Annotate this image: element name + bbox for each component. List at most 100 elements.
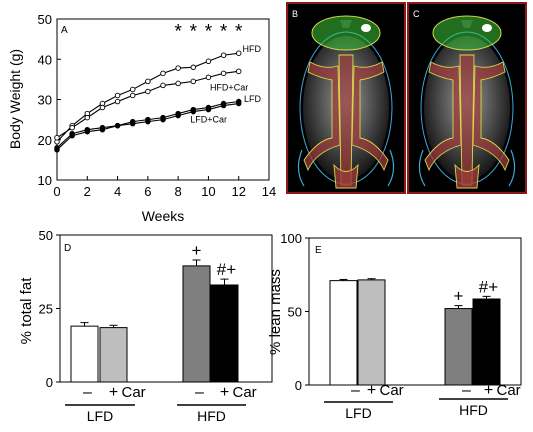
data-point [190,78,197,85]
significance-marker: * [220,22,228,43]
bar [329,280,358,386]
bar [444,308,473,386]
bar [70,325,99,383]
leg-outline [297,149,395,187]
treatment-sign: – [83,384,92,401]
significance-marker: * [174,22,182,43]
x-tick-label: 10 [201,184,215,199]
data-point [160,70,166,77]
panel-a-label: A [61,25,68,36]
data-point [205,74,212,81]
panel-c-label: C [413,9,420,19]
y-tick-label: 0 [295,378,302,393]
head-roi [432,15,502,51]
data-point [145,78,151,85]
group-label: HFD [197,408,226,424]
treatment-label: Car [122,384,146,401]
data-point [235,100,242,107]
treatment-sign: – [195,384,204,401]
group-label: LFD [87,408,113,424]
treatment-sign: + [109,384,118,401]
y-tick-label: 100 [280,231,302,246]
data-point [190,108,197,115]
y-tick-label: 0 [46,375,53,390]
leg-outline [418,149,516,187]
significance-marker: #+ [479,277,498,296]
y-axis-label: % lean mass [267,269,284,355]
series-line-lfd-car [56,102,239,151]
data-point [205,58,212,65]
data-point [99,126,106,133]
bar [99,327,128,383]
data-point [145,118,151,125]
treatment-label: Car [497,382,521,399]
treatment-label: Car [233,384,257,401]
treatment-sign: – [351,382,360,399]
bright-spot [361,24,371,32]
treatment-label: Car [380,382,404,399]
x-tick-label: 8 [175,184,182,199]
y-tick-label: 50 [39,228,53,243]
pelvis-region [454,163,480,189]
data-point [235,68,242,75]
mouse-scan-icon [297,15,395,189]
data-point [220,70,227,77]
panel-a-significance: * * * * * [174,22,243,43]
data-point [145,88,151,95]
bar [210,284,239,383]
bar [472,298,501,386]
panel-d-bars: 0 25 50 + #+ [39,228,239,390]
data-point [54,134,60,141]
mouse-scan-icon [418,15,516,189]
x-tick-label: 14 [262,184,276,199]
x-tick-label: 2 [84,184,91,199]
y-axis-label: Body Weight (g) [7,49,23,149]
panel-e-label: E [315,245,322,256]
significance-marker: + [454,287,464,306]
y-tick-label: 50 [38,12,52,27]
y-tick-label: 50 [288,305,302,320]
data-point [175,112,181,119]
panel-b-label: B [292,9,298,19]
data-point [69,124,75,131]
bar [182,265,211,383]
data-point [175,65,181,71]
series-label: HFD+Car [210,83,248,93]
treatment-sign: + [484,382,493,399]
series-label: HFD [243,44,262,54]
data-point [84,114,91,121]
fat-region-left [424,61,462,172]
data-point [84,128,91,135]
x-axis-label: Weeks [142,208,185,224]
panel-c-image: C [407,2,527,194]
treatment-sign: + [220,384,229,401]
data-point [160,116,166,123]
bar [357,279,386,386]
y-tick-label: 40 [38,52,52,67]
x-tick-label: 0 [53,184,60,199]
data-point [54,147,60,153]
treatment-sign: – [462,382,471,399]
fat-region-left [303,61,341,172]
head-roi [311,15,381,51]
panel-a-series [54,50,242,153]
y-axis-label: % total fat [18,277,35,345]
series-line-hfd [56,52,239,143]
data-point [220,52,227,58]
series-label: LFD [244,94,262,104]
data-point [129,120,136,127]
x-tick-label: 4 [114,184,121,199]
data-point [114,122,121,129]
data-point [190,64,197,71]
y-tick-label: 30 [38,93,52,108]
significance-marker: + [192,241,202,260]
significance-marker: * [235,22,243,43]
data-point [220,102,227,109]
data-point [175,80,181,87]
x-tick-label: 12 [231,184,245,199]
fat-region-right [472,61,510,172]
